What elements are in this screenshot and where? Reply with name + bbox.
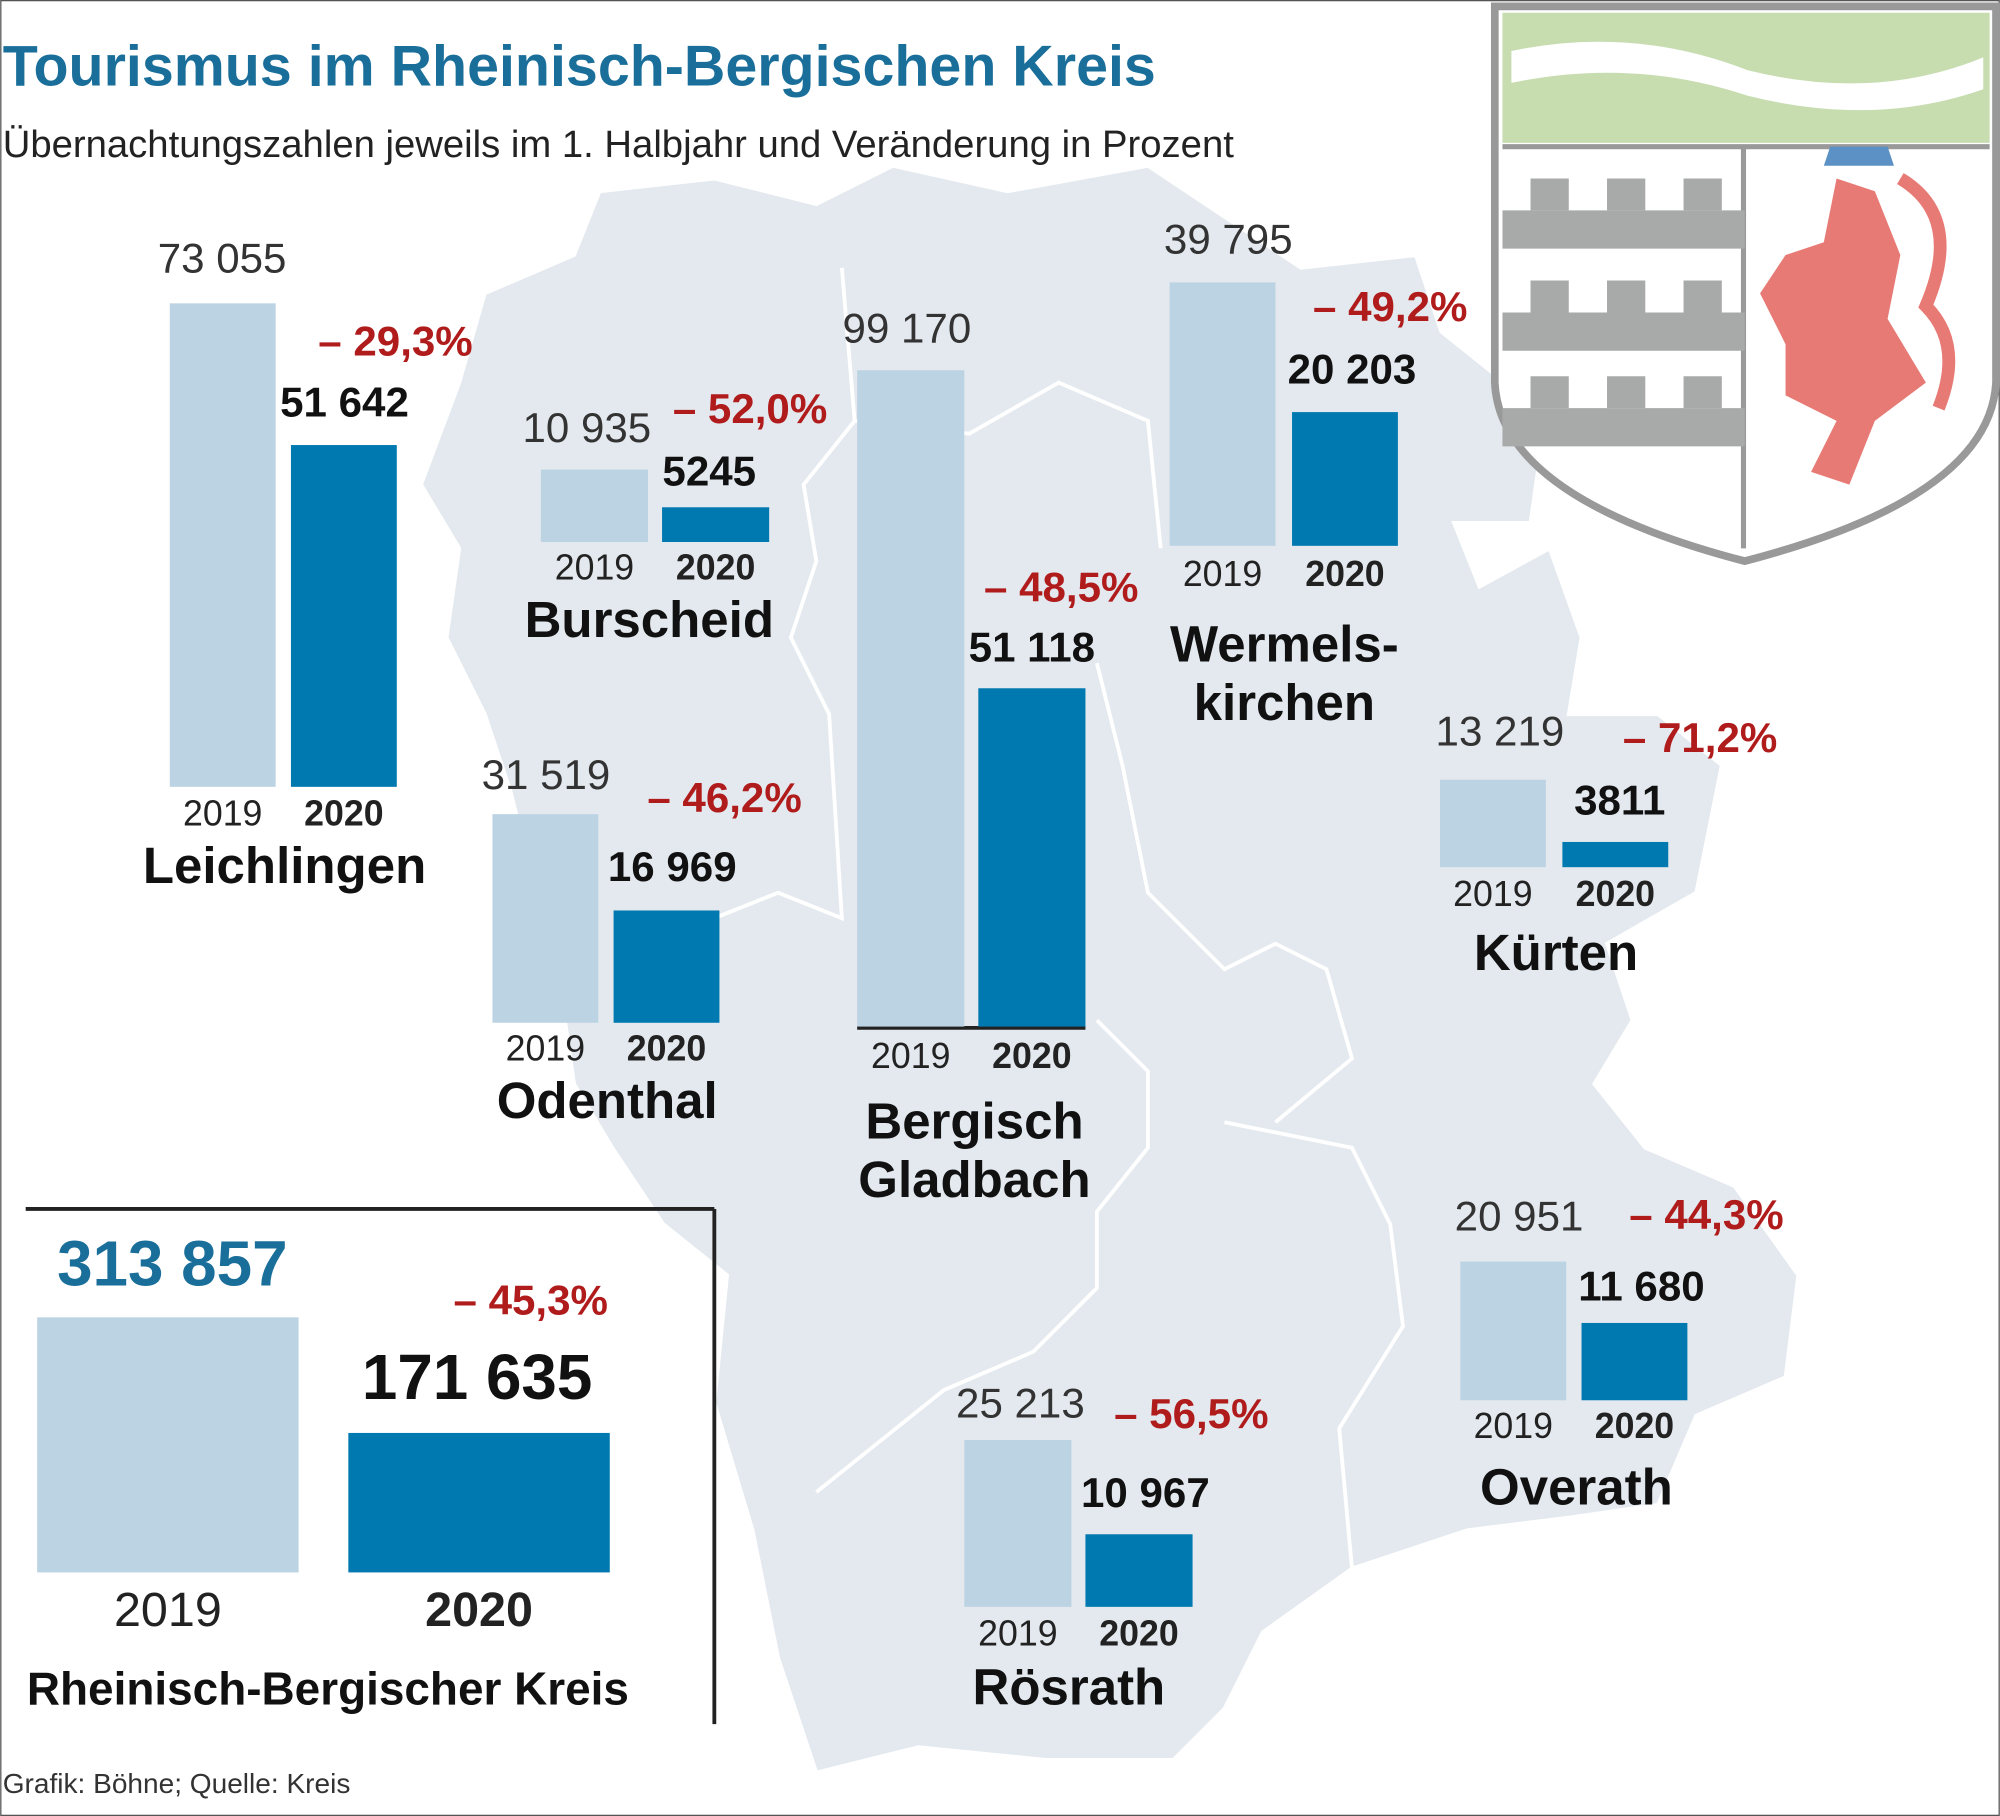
chart-title: Leichlingen (143, 837, 426, 894)
title: Tourismus im Rheinisch-Bergischen Kreis (3, 34, 1156, 98)
value-label: 16 969 (608, 843, 737, 890)
chart-title: Burscheid (525, 591, 774, 648)
bar (540, 469, 649, 542)
change-label: – 52,0% (673, 385, 827, 432)
year-label: 2020 (676, 547, 755, 587)
value-label: 20 203 (1288, 345, 1417, 392)
change-label: – 29,3% (318, 317, 472, 364)
bar (1292, 412, 1398, 546)
value-label: 3811 (1574, 777, 1665, 824)
bar (964, 1439, 1072, 1607)
value-label: 31 519 (482, 751, 611, 798)
year-label: 2020 (627, 1028, 706, 1068)
value-label: 313 857 (57, 1228, 287, 1300)
change-label: – 56,5% (1114, 1390, 1268, 1437)
chart-title: Rheinisch-Bergischer Kreis (27, 1662, 629, 1714)
value-label: 99 170 (843, 305, 972, 352)
value-label: 10 935 (522, 404, 651, 451)
chart-title: Bergisch (865, 1092, 1083, 1149)
bar (1085, 1534, 1193, 1607)
change-label: – 45,3% (453, 1276, 607, 1323)
bar (290, 445, 397, 787)
bar (1581, 1322, 1688, 1401)
year-label: 2019 (1474, 1406, 1553, 1446)
year-label: 2019 (555, 547, 634, 587)
chart-title: Gladbach (858, 1151, 1090, 1208)
chart-title: Rösrath (973, 1658, 1166, 1715)
year-label: 2019 (1183, 554, 1262, 594)
map-borders (713, 267, 1405, 1569)
value-label: 13 219 (1436, 708, 1565, 755)
year-label: 2019 (978, 1614, 1057, 1654)
chart-title: Odenthal (497, 1072, 718, 1129)
year-label: 2019 (1453, 874, 1532, 914)
subtitle: Übernachtungszahlen jeweils im 1. Halbja… (3, 123, 1234, 166)
year-label: 2020 (304, 794, 383, 834)
value-label: 5245 (662, 448, 756, 495)
bar (857, 370, 965, 1027)
value-label: 73 055 (158, 235, 287, 282)
change-label: – 71,2% (1623, 714, 1777, 761)
year-label: 2019 (114, 1583, 222, 1637)
value-label: 39 795 (1164, 215, 1293, 262)
bar (662, 507, 770, 542)
change-label: – 49,2% (1313, 283, 1467, 330)
chart-title: Overath (1480, 1458, 1673, 1515)
chart-title: Kürten (1474, 924, 1638, 981)
year-label: 2020 (425, 1583, 533, 1637)
coat-of-arms (1490, 2, 2000, 566)
value-label: 10 967 (1081, 1469, 1210, 1516)
value-label: 20 951 (1455, 1192, 1584, 1239)
year-label: 2019 (506, 1028, 585, 1068)
year-label: 2020 (1305, 554, 1384, 594)
bar (1439, 779, 1546, 868)
year-label: 2019 (871, 1036, 950, 1076)
value-label: 25 213 (956, 1380, 1085, 1427)
map-background (418, 163, 1801, 1775)
chart-title: Wermels- (1170, 615, 1399, 672)
bar (37, 1317, 299, 1573)
change-label: – 46,2% (647, 774, 801, 821)
bar (978, 688, 1086, 1027)
value-label: 51 118 (969, 624, 1095, 671)
value-label: 171 635 (362, 1341, 592, 1413)
year-label: 2020 (1576, 874, 1655, 914)
year-label: 2019 (183, 794, 262, 834)
change-label: – 44,3% (1629, 1191, 1783, 1238)
bar (1562, 841, 1669, 868)
bar (348, 1432, 610, 1573)
bar (169, 303, 276, 787)
bar (492, 814, 599, 1023)
change-label: – 48,5% (984, 564, 1138, 611)
year-label: 2020 (992, 1036, 1071, 1076)
bar (613, 910, 720, 1023)
year-label: 2020 (1099, 1614, 1178, 1654)
bar (1169, 282, 1276, 546)
bar (1460, 1261, 1567, 1401)
year-label: 2020 (1595, 1406, 1674, 1446)
source: Grafik: Böhne; Quelle: Kreis (3, 1768, 351, 1799)
value-label: 11 680 (1578, 1262, 1704, 1309)
chart-title: kirchen (1194, 674, 1375, 731)
total-box (25, 1207, 717, 1725)
value-label: 51 642 (280, 379, 409, 426)
